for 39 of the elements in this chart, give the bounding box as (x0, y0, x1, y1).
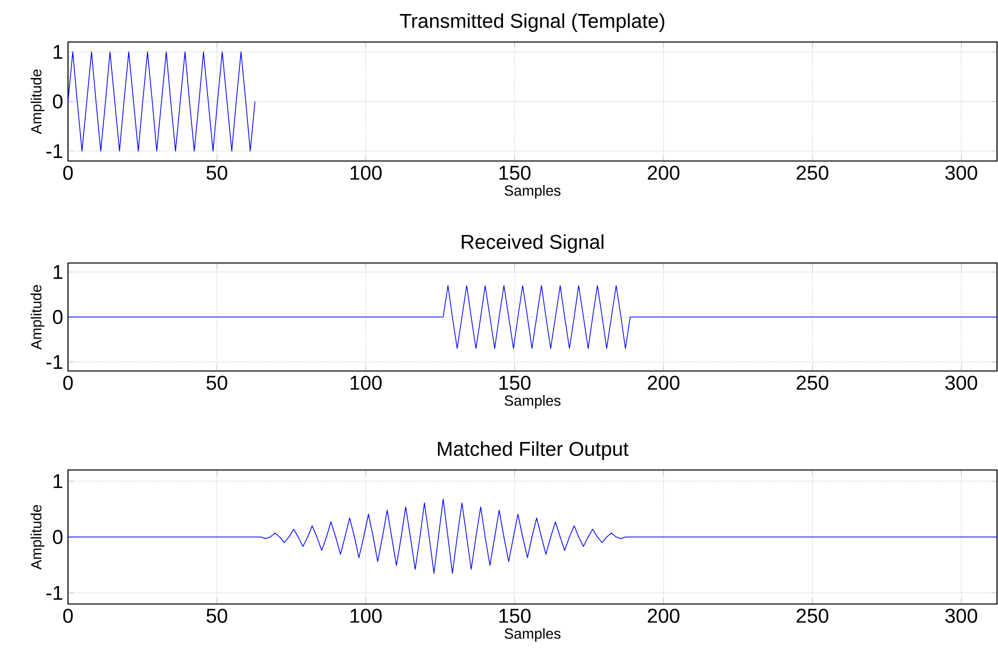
x-tick-label: 200 (648, 376, 680, 390)
y-tick-label: -1 (46, 355, 62, 369)
x-tick-label: 50 (206, 166, 228, 180)
y-tick-label: 1 (54, 45, 62, 59)
x-tick-label: 250 (796, 166, 828, 180)
x-tick-label: 250 (796, 608, 828, 623)
x-tick-label: 200 (648, 166, 680, 180)
y-tick-label: 1 (54, 265, 62, 279)
x-tick-label: 50 (206, 608, 228, 623)
x-tick-label: 0 (63, 376, 73, 390)
x-tick-label: 0 (63, 166, 73, 180)
x-tick-label: 50 (206, 376, 228, 390)
y-axis-title: Amplitude (30, 70, 44, 134)
x-tick-label: 250 (796, 376, 828, 390)
chart-title: Matched Filter Output (438, 441, 628, 460)
x-tick-label: 0 (63, 608, 73, 623)
x-tick-label: 300 (945, 608, 978, 623)
chart-title: Transmitted Signal (Template) (400, 13, 664, 32)
x-tick-label: 150 (499, 608, 531, 623)
x-tick-label: 100 (350, 376, 382, 390)
x-tick-label: 300 (945, 166, 978, 180)
x-axis-title: Samples (504, 395, 560, 409)
y-tick-label: -1 (46, 586, 62, 600)
x-axis-title: Samples (504, 628, 560, 642)
x-tick-label: 150 (499, 376, 531, 390)
x-tick-label: 100 (350, 608, 382, 623)
y-tick-label: 0 (52, 310, 63, 324)
y-tick-label: 0 (52, 530, 63, 544)
y-axis-title: Amplitude (30, 505, 44, 570)
x-tick-label: 150 (499, 166, 531, 180)
x-tick-label: 200 (648, 608, 680, 623)
y-tick-label: 0 (52, 94, 63, 109)
y-tick-label: 1 (54, 474, 62, 488)
y-tick-label: -1 (46, 144, 62, 158)
chart-title: Received Signal (462, 234, 604, 253)
x-axis-title: Samples (504, 185, 560, 199)
y-axis-title: Amplitude (30, 285, 44, 350)
x-tick-label: 300 (945, 376, 978, 390)
x-tick-label: 100 (350, 166, 382, 180)
